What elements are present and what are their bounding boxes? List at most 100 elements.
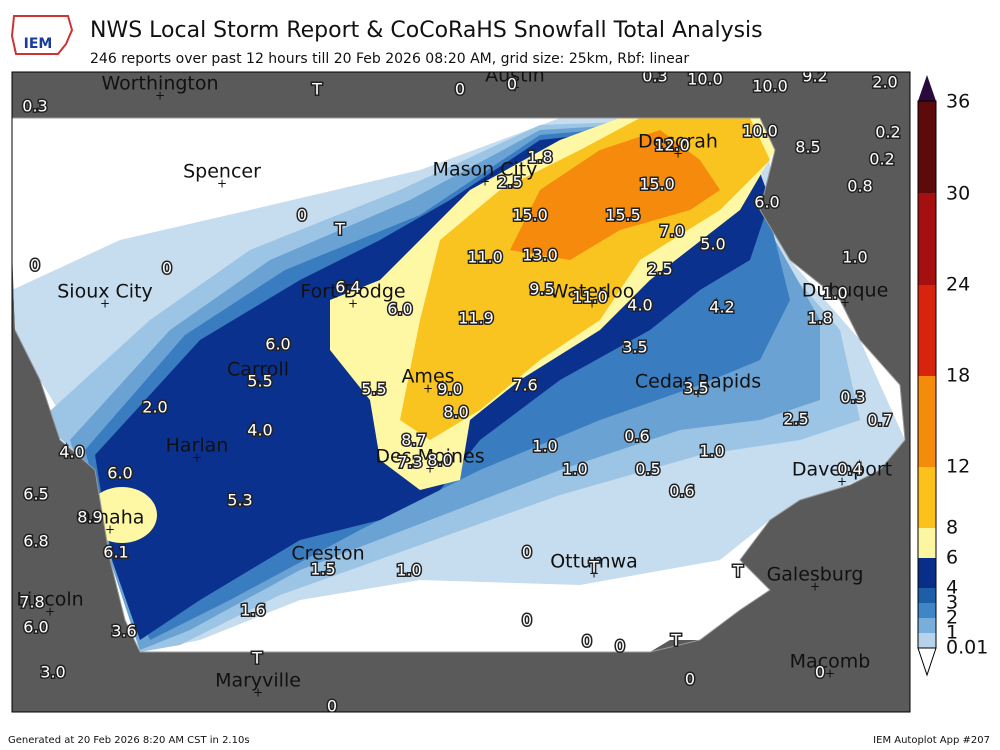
report-value: 0 — [507, 75, 517, 94]
report-value: 6.4 — [335, 278, 360, 297]
city-label: Austin — [485, 65, 545, 87]
city-label: Harlan — [166, 435, 229, 457]
logo: IEM — [10, 15, 74, 55]
city-label: Davenport — [792, 459, 892, 481]
report-value: 1.8 — [807, 309, 832, 328]
report-value: 0 — [815, 663, 825, 682]
report-value: 6.0 — [387, 300, 412, 319]
report-value: 1.5 — [310, 560, 335, 579]
report-value: 6.1 — [103, 543, 128, 562]
report-value: 10.0 — [742, 122, 778, 141]
report-value: 3.0 — [40, 663, 65, 682]
report-value: 1.6 — [240, 601, 265, 620]
report-value: 0 — [297, 206, 307, 225]
city-label: Fort Dodge — [300, 281, 405, 303]
report-value: 4.0 — [59, 443, 84, 462]
city-marker: + — [155, 89, 165, 103]
report-value: 6.0 — [265, 335, 290, 354]
city-label: Spencer — [183, 161, 261, 183]
report-value: 11.9 — [458, 309, 494, 328]
report-value: 3.5 — [683, 379, 708, 398]
report-value: 0 — [455, 80, 465, 99]
city-label: Ottumwa — [550, 551, 638, 573]
report-value: 2.5 — [497, 173, 522, 192]
report-value: T — [670, 631, 681, 650]
report-value: 8.9 — [77, 508, 102, 527]
city-marker: + — [840, 296, 850, 310]
city-label: Waterloo — [550, 281, 635, 303]
city-marker: + — [480, 175, 490, 189]
report-value: 0 — [30, 256, 40, 275]
report-value: 10.0 — [687, 70, 723, 89]
report-value: 12.0 — [654, 136, 690, 155]
report-value: 0.3 — [840, 388, 865, 407]
report-value: 15.0 — [512, 206, 548, 225]
city-label: Decorah — [638, 131, 718, 153]
city-label: Mason City — [433, 159, 538, 181]
report-value: 0.4 — [837, 460, 862, 479]
report-value: 2.5 — [783, 410, 808, 429]
footer-right: IEM Autoplot App #207 — [873, 735, 990, 746]
report-value: 6.5 — [23, 485, 48, 504]
report-value: 11.0 — [572, 288, 608, 307]
colorbar-label: 6 — [946, 547, 958, 569]
city-label: Dubuque — [802, 280, 889, 302]
report-value: T — [251, 649, 262, 668]
report-value: 0.8 — [847, 177, 872, 196]
city-marker: + — [425, 462, 435, 476]
report-value: 0.2 — [869, 150, 894, 169]
report-value: 0.3 — [22, 97, 47, 116]
report-value: 4.0 — [627, 296, 652, 315]
city-label: Omaha — [76, 507, 145, 529]
report-value: 10.0 — [752, 77, 788, 96]
borders — [12, 117, 906, 653]
colorbar-label: 12 — [946, 456, 970, 478]
report-value: T — [588, 558, 599, 577]
report-value: 2.5 — [647, 260, 672, 279]
report-value: 0.2 — [875, 123, 900, 142]
colorbar-label: 1 — [946, 622, 958, 644]
report-value: 0.3 — [642, 67, 667, 86]
report-value: 6.8 — [23, 532, 48, 551]
report-value: 5.5 — [247, 372, 272, 391]
report-value: 15.5 — [605, 206, 641, 225]
city-label: Cedar Rapids — [635, 371, 761, 393]
city-marker: + — [45, 605, 55, 619]
report-value: 0 — [522, 543, 532, 562]
colorbar-label: 4 — [946, 577, 958, 599]
city-marker: + — [105, 523, 115, 537]
report-value: 7.6 — [512, 376, 537, 395]
report-value: 0.6 — [624, 427, 649, 446]
city-marker: + — [217, 177, 227, 191]
city-marker: + — [673, 147, 683, 161]
city-label: Ames — [401, 366, 454, 388]
colorbar-label: 3 — [946, 592, 958, 614]
report-value: 1.0 — [822, 284, 847, 303]
report-value: 0.5 — [635, 460, 660, 479]
report-value: 8.7 — [401, 431, 426, 450]
map-frame — [11, 71, 911, 713]
report-value: 1.0 — [396, 561, 421, 580]
report-value: 5.5 — [361, 380, 386, 399]
report-value: 6.0 — [23, 618, 48, 637]
report-value: 1.0 — [562, 460, 587, 479]
city-marker: + — [837, 475, 847, 489]
city-marker: + — [253, 375, 263, 389]
report-value: 0 — [615, 637, 625, 656]
city-marker: + — [589, 567, 599, 581]
report-value: 7.3 — [397, 453, 422, 472]
report-value: 0 — [582, 632, 592, 651]
city-marker: + — [587, 297, 597, 311]
colorbar-label: 8 — [946, 517, 958, 539]
colorbar-label: 30 — [946, 183, 970, 205]
report-value: 1.0 — [532, 437, 557, 456]
report-value: 5.0 — [700, 235, 725, 254]
city-marker: + — [693, 387, 703, 401]
city-label: Carroll — [227, 359, 289, 381]
report-value: 11.0 — [467, 248, 503, 267]
report-value: 0 — [162, 259, 172, 278]
report-value: 9.2 — [802, 67, 827, 86]
